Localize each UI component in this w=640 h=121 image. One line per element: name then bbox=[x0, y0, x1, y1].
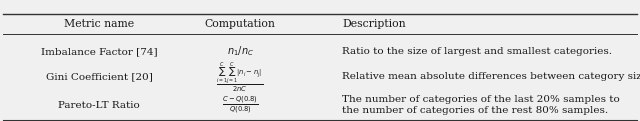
Text: $\frac{C - Q(0.8)}{Q(0.8)}$: $\frac{C - Q(0.8)}{Q(0.8)}$ bbox=[221, 95, 259, 116]
Text: Metric name: Metric name bbox=[64, 19, 134, 29]
Text: Relative mean absolute differences between category sizes.: Relative mean absolute differences betwe… bbox=[342, 72, 640, 81]
Text: $\frac{\sum_{i=1}^{C}\sum_{j=1}^{C}|n_i - n_j|}{2nC}$: $\frac{\sum_{i=1}^{C}\sum_{j=1}^{C}|n_i … bbox=[216, 60, 264, 94]
Text: Gini Coefficient [20]: Gini Coefficient [20] bbox=[46, 72, 152, 81]
Text: Computation: Computation bbox=[205, 19, 275, 29]
Text: Pareto-LT Ratio: Pareto-LT Ratio bbox=[58, 101, 140, 110]
Text: Ratio to the size of largest and smallest categories.: Ratio to the size of largest and smalles… bbox=[342, 47, 612, 56]
Text: Description: Description bbox=[342, 19, 406, 29]
Text: The number of categories of the last 20% samples to
the number of categories of : The number of categories of the last 20%… bbox=[342, 95, 620, 115]
Text: $n_1/n_C$: $n_1/n_C$ bbox=[227, 45, 253, 58]
Text: Imbalance Factor [74]: Imbalance Factor [74] bbox=[41, 47, 157, 56]
